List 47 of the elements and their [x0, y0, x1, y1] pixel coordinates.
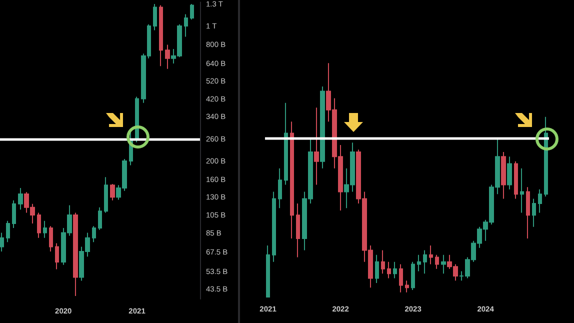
candlestick — [153, 4, 157, 31]
candlestick — [184, 14, 188, 38]
candlestick — [429, 245, 433, 265]
candlestick — [375, 254, 379, 284]
candlestick — [320, 86, 325, 169]
candlestick — [393, 261, 397, 279]
candlestick — [110, 184, 115, 201]
candlestick — [266, 245, 270, 298]
candlestick — [37, 212, 41, 238]
candlestick — [55, 242, 59, 270]
candlestick — [190, 4, 194, 20]
candlestick — [43, 220, 47, 238]
candlestick — [18, 187, 23, 210]
candlestick — [92, 226, 96, 243]
candlestick — [284, 102, 288, 186]
candlestick — [104, 176, 108, 214]
candlestick — [0, 232, 4, 252]
candlestick — [417, 254, 421, 272]
candlestick — [544, 116, 548, 197]
candlestick — [399, 264, 403, 293]
candlestick — [272, 191, 276, 262]
candlestick — [296, 202, 300, 258]
candlestick — [441, 254, 446, 274]
candlestick — [49, 226, 53, 252]
candlestick — [98, 206, 102, 230]
candlestick — [514, 160, 518, 200]
candlestick — [12, 200, 16, 228]
candlestick — [507, 156, 512, 190]
candlestick — [290, 121, 294, 240]
candlestick — [6, 220, 10, 243]
candlestick — [532, 198, 536, 228]
candlestick — [73, 212, 78, 297]
candlestick — [411, 261, 415, 290]
candlestick — [520, 168, 524, 214]
candlestick — [405, 280, 409, 293]
candlestick — [435, 254, 439, 270]
candlestick — [423, 250, 427, 274]
candlestick — [314, 107, 319, 186]
candlestick — [387, 261, 391, 279]
candlestick — [526, 186, 530, 240]
candlestick — [278, 168, 282, 209]
candlestick — [501, 152, 506, 200]
candlestick — [135, 96, 139, 143]
candlestick — [159, 4, 163, 67]
candlestick — [165, 44, 170, 70]
candlestick — [381, 250, 385, 274]
candlestick — [538, 188, 542, 214]
